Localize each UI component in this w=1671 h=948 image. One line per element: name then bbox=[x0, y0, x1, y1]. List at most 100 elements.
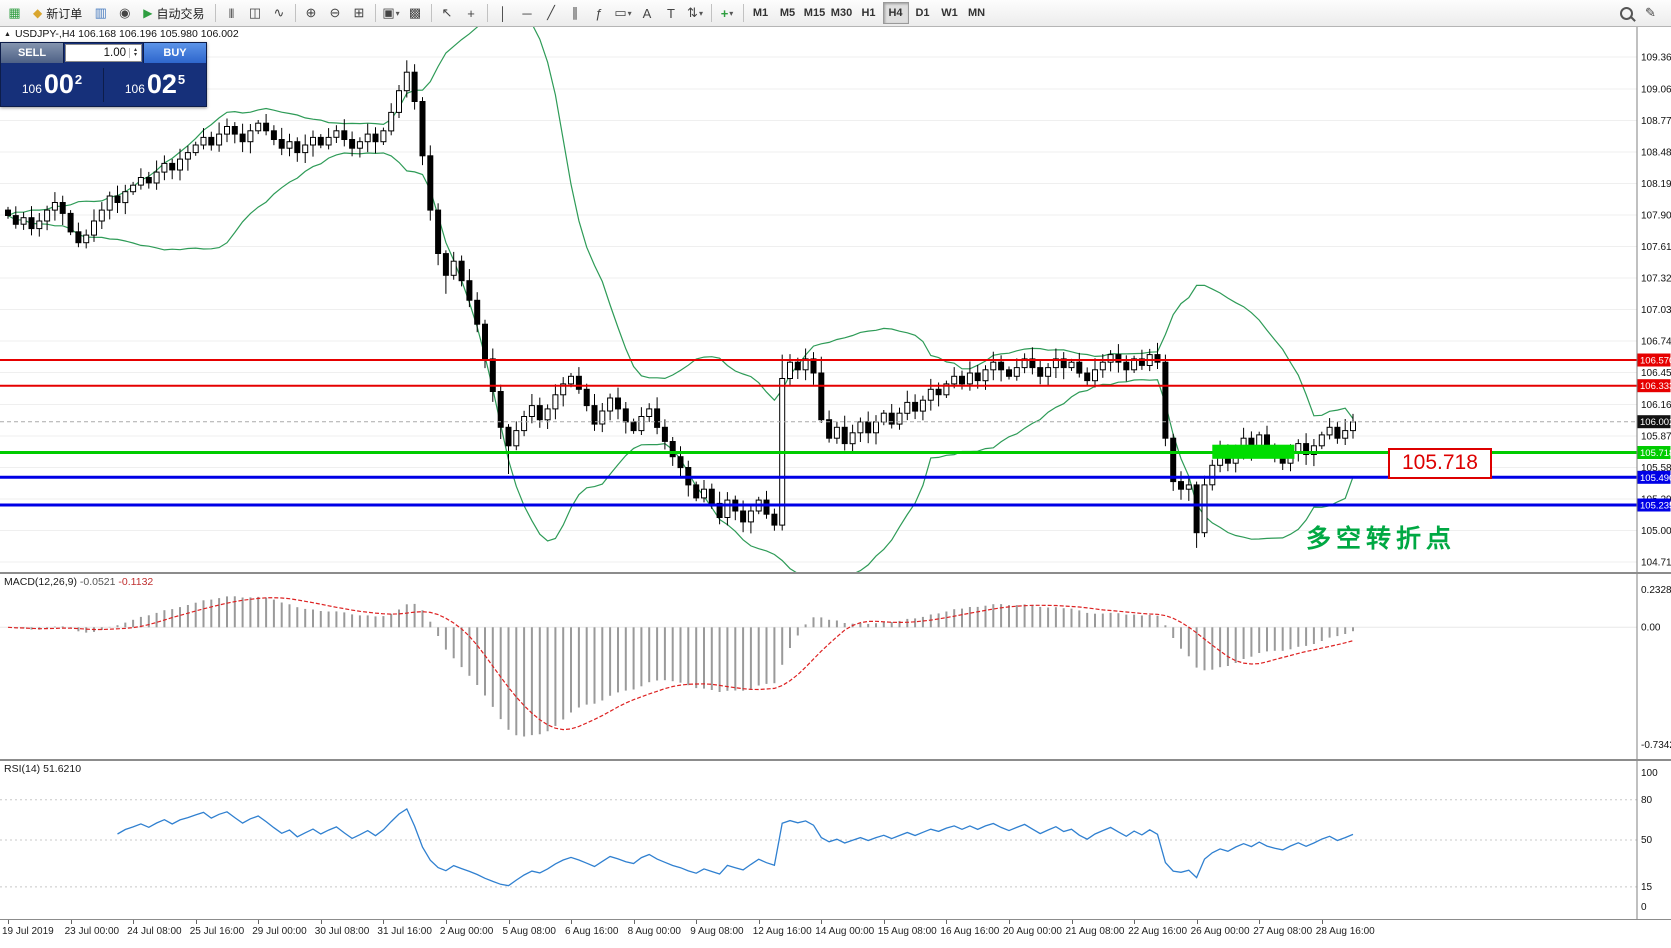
price-callout-label[interactable]: 105.718 bbox=[1388, 448, 1492, 479]
buy-price-prefix: 106 bbox=[124, 82, 145, 96]
grid-icon[interactable]: ▩ bbox=[404, 1, 427, 25]
search-icon[interactable] bbox=[1620, 6, 1633, 20]
time-axis[interactable]: 19 Jul 2019 23 Jul 00:00 24 Jul 08:00 25 Ju… bbox=[0, 920, 1671, 948]
drawn-rectangle[interactable] bbox=[1212, 444, 1295, 459]
cursor-icon[interactable]: ↖ bbox=[436, 1, 459, 25]
time-label: 24 Jul 08:00 bbox=[127, 926, 182, 937]
fibonacci-glyph: ƒ bbox=[595, 5, 603, 21]
rsi-axis-labels[interactable]: 100 80 50 15 0 bbox=[1641, 768, 1658, 913]
svg-text:107.615: 107.615 bbox=[1641, 242, 1671, 253]
crosshair-icon[interactable]: + bbox=[460, 1, 483, 25]
arrows-tool-icon[interactable]: ⇅ ▾ bbox=[684, 1, 707, 25]
text-tool-glyph: A bbox=[642, 5, 652, 21]
time-label: 26 Aug 00:00 bbox=[1190, 926, 1250, 937]
time-tick bbox=[445, 920, 447, 924]
time-tick bbox=[758, 920, 760, 924]
time-label: 2 Aug 00:00 bbox=[439, 926, 494, 937]
macd-canvas[interactable]: 0.2328 0.00 -0.7342 bbox=[0, 574, 1671, 759]
horizontal-line-objects[interactable] bbox=[0, 359, 1637, 507]
indicators-glyph: + bbox=[720, 5, 729, 21]
time-label: 23 Jul 00:00 bbox=[64, 926, 120, 937]
charts-icon[interactable]: ▥ bbox=[89, 1, 112, 25]
macd-signal-line bbox=[7, 597, 1354, 731]
new-order-button[interactable]: ◆ 新订单 bbox=[27, 1, 88, 25]
toolbar-separator bbox=[374, 4, 376, 22]
hline-glyph: ─ bbox=[522, 5, 532, 21]
new-chart-icon[interactable]: ▦ bbox=[3, 1, 26, 25]
shapes-glyph: ▭ bbox=[614, 5, 627, 20]
svg-text:105.718: 105.718 bbox=[1640, 448, 1671, 459]
volume-down-icon[interactable]: ▾ bbox=[133, 52, 137, 58]
timeframe-w1[interactable]: W1 bbox=[941, 7, 958, 19]
timeframe-m1[interactable]: M1 bbox=[752, 7, 769, 19]
timeframe-m15[interactable]: M15 bbox=[803, 7, 826, 19]
bar-chart-icon[interactable]: ||| bbox=[220, 1, 243, 25]
zoom-in-icon[interactable]: ⊕ bbox=[300, 1, 323, 25]
macd-label: MACD(12,26,9) -0.0521 -0.1132 bbox=[4, 576, 153, 588]
edit-icon[interactable]: ✎ bbox=[1639, 1, 1662, 25]
timeframe-mn[interactable]: MN bbox=[967, 7, 986, 19]
shapes-tool-icon[interactable]: ▭ ▾ bbox=[612, 1, 635, 25]
time-tick bbox=[320, 920, 322, 924]
time-label: 25 Jul 16:00 bbox=[189, 926, 245, 937]
sell-button[interactable]: SELL bbox=[1, 43, 64, 63]
one-click-trading-panel: SELL 1.00 ▴ ▾ BUY 106 00 2 106 02 5 bbox=[0, 42, 207, 107]
text-tool-icon[interactable]: A bbox=[636, 1, 659, 25]
rsi-name: RSI(14) bbox=[4, 763, 41, 775]
time-label: 9 Aug 08:00 bbox=[690, 926, 744, 937]
timeframe-h4[interactable]: H4 bbox=[882, 2, 909, 24]
trade-panel-divider bbox=[103, 67, 104, 102]
label-tool-glyph: T bbox=[667, 5, 675, 21]
bar-chart-glyph: ||| bbox=[228, 7, 235, 19]
time-tick bbox=[821, 920, 823, 924]
candlestick-chart-icon[interactable]: ◫ bbox=[244, 1, 267, 25]
svg-text:0.00: 0.00 bbox=[1641, 622, 1661, 633]
timeframe-d1[interactable]: D1 bbox=[915, 7, 930, 19]
price-axis-labels[interactable]: 109.360 109.065 108.775 108.485 108.195 107.9… bbox=[1641, 53, 1671, 569]
sell-price-prefix: 106 bbox=[21, 82, 42, 96]
timeframe-m5[interactable]: M5 bbox=[779, 7, 796, 19]
timeframe-h1[interactable]: H1 bbox=[861, 7, 876, 19]
arrange-icon[interactable]: ▣ ▾ bbox=[380, 1, 403, 25]
sell-price-big: 00 bbox=[43, 69, 74, 99]
new-order-label: 新订单 bbox=[46, 6, 83, 21]
time-tick bbox=[195, 920, 197, 924]
channel-tool-icon[interactable]: ∥ bbox=[564, 1, 587, 25]
auto-trading-button[interactable]: ▶ 自动交易 bbox=[137, 1, 210, 25]
zoom-out-icon[interactable]: ⊖ bbox=[324, 1, 347, 25]
main-chart-canvas[interactable]: 109.360 109.065 108.775 108.485 108.195 107.9… bbox=[0, 27, 1671, 572]
buy-button[interactable]: BUY bbox=[143, 43, 206, 63]
label-tool-icon[interactable]: T bbox=[660, 1, 683, 25]
community-icon[interactable]: ◉ bbox=[113, 1, 136, 25]
svg-text:109.360: 109.360 bbox=[1641, 53, 1671, 64]
macd-axis-labels[interactable]: 0.2328 0.00 -0.7342 bbox=[1641, 585, 1671, 751]
candlestick-glyph: ◫ bbox=[248, 5, 262, 20]
svg-text:105.235: 105.235 bbox=[1640, 501, 1671, 512]
volume-up-icon[interactable]: ▴ bbox=[133, 47, 137, 53]
time-tick bbox=[1009, 920, 1010, 924]
svg-text:0: 0 bbox=[1641, 902, 1647, 913]
toolbar-right-group: ✎ bbox=[1620, 1, 1668, 25]
turning-point-annotation[interactable]: 多空转折点 bbox=[1306, 525, 1457, 553]
grid-glyph: ▩ bbox=[408, 5, 422, 20]
line-chart-glyph: ∿ bbox=[273, 5, 285, 20]
vertical-line-tool-icon[interactable]: │ bbox=[492, 1, 515, 25]
indicators-icon[interactable]: + ▾ bbox=[716, 1, 739, 25]
fibonacci-tool-icon[interactable]: ƒ bbox=[588, 1, 611, 25]
crosshair-glyph: + bbox=[467, 5, 475, 21]
svg-text:106.570: 106.570 bbox=[1640, 356, 1671, 367]
tile-windows-icon[interactable]: ⊞ bbox=[348, 1, 371, 25]
rsi-canvas[interactable]: 100 80 50 15 0 bbox=[0, 761, 1671, 919]
svg-text:106.745: 106.745 bbox=[1641, 337, 1671, 348]
time-tick bbox=[1196, 920, 1198, 924]
dropdown-icon: ▾ bbox=[627, 8, 632, 18]
price-axis-tags: 106.570 106.333 105.718 105.490 105.235 106.0… bbox=[1637, 353, 1671, 512]
timeframe-m30[interactable]: M30 bbox=[830, 7, 853, 19]
svg-text:108.775: 108.775 bbox=[1641, 116, 1671, 127]
volume-input[interactable]: 1.00 ▴ ▾ bbox=[65, 44, 142, 62]
trendline-tool-icon[interactable]: ╱ bbox=[540, 1, 563, 25]
horizontal-line-tool-icon[interactable]: ─ bbox=[516, 1, 539, 25]
dropdown-icon: ▾ bbox=[395, 8, 400, 18]
line-chart-icon[interactable]: ∿ bbox=[268, 1, 291, 25]
